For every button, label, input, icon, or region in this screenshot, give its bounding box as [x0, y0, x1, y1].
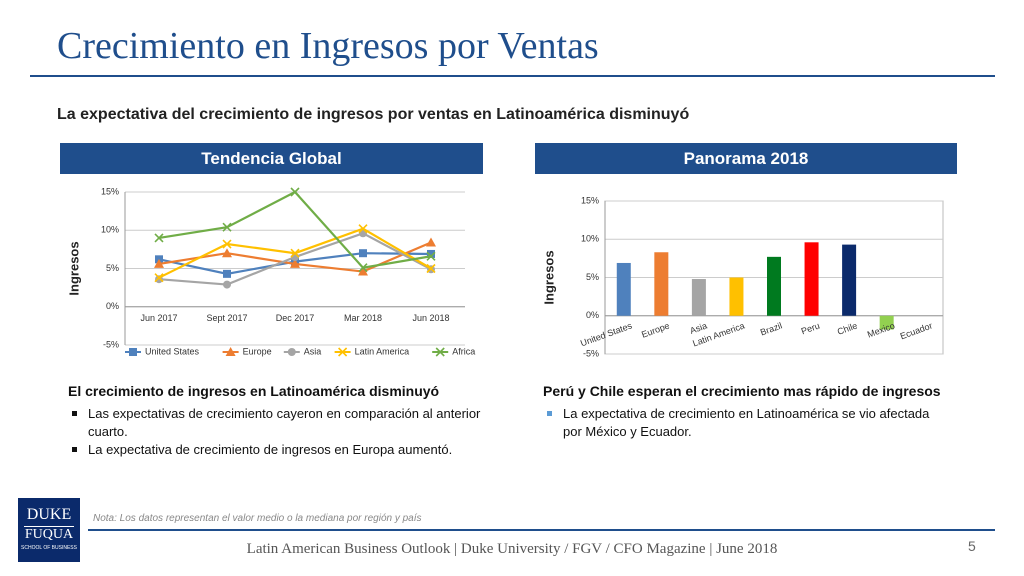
- legend-label: Latin America: [355, 346, 410, 356]
- bullet-list: La expectativa de crecimiento en Latinoa…: [543, 405, 943, 441]
- legend-label: United States: [145, 346, 200, 356]
- marker: [223, 269, 231, 278]
- marker: [154, 273, 164, 283]
- marker: [222, 239, 232, 249]
- y-tick-label: 10%: [581, 234, 599, 244]
- x-tick-label: Peru: [800, 320, 821, 336]
- legend-label: Asia: [304, 346, 322, 356]
- y-axis-label: Ingresos: [541, 250, 556, 304]
- x-tick-label: United States: [579, 320, 634, 348]
- bar: [879, 315, 894, 330]
- y-tick-label: -5%: [583, 348, 599, 358]
- marker: [287, 348, 296, 356]
- bar: [804, 242, 819, 316]
- title-rule: [30, 75, 995, 77]
- marker: [359, 249, 367, 258]
- x-tick-label: Ecuador: [899, 320, 934, 341]
- bar: [616, 262, 631, 316]
- logo-text: SCHOOL OF BUSINESS: [21, 545, 77, 551]
- y-tick-label: 10%: [101, 225, 119, 235]
- x-tick-label: Mar 2018: [344, 313, 382, 323]
- left-text: El crecimiento de ingresos en Latinoamér…: [68, 382, 488, 459]
- marker: [426, 263, 436, 274]
- marker: [222, 222, 232, 232]
- bullet-text: La expectativa de crecimiento de ingreso…: [88, 442, 453, 457]
- y-tick-label: 5%: [586, 272, 599, 282]
- bullet: La expectativa de crecimiento de ingreso…: [68, 441, 488, 459]
- bullet-text: Las expectativas de crecimiento cayeron …: [88, 406, 481, 439]
- x-tick-label: Dec 2017: [276, 313, 315, 323]
- y-tick-label: 5%: [106, 263, 119, 273]
- marker: [290, 248, 300, 258]
- y-tick-label: 0%: [586, 310, 599, 320]
- x-tick-label: Jun 2017: [140, 313, 177, 323]
- bar: [654, 252, 669, 316]
- bar: [842, 244, 857, 316]
- bullet-list: Las expectativas de crecimiento cayeron …: [68, 405, 488, 459]
- text-heading: Perú y Chile esperan el crecimiento mas …: [543, 383, 941, 399]
- bullet-dot: [72, 411, 77, 416]
- marker: [154, 233, 164, 243]
- slide-title: Crecimiento en Ingresos por Ventas: [57, 25, 599, 67]
- x-tick-label: Europe: [640, 320, 671, 339]
- bullet-text: La expectativa de crecimiento en Latinoa…: [563, 406, 930, 439]
- bullet-dot: [547, 411, 552, 416]
- marker: [426, 237, 436, 247]
- y-tick-label: -5%: [103, 339, 119, 349]
- right-text: Perú y Chile esperan el crecimiento mas …: [543, 382, 943, 441]
- marker: [154, 258, 164, 268]
- bullet: Las expectativas de crecimiento cayeron …: [68, 405, 488, 441]
- marker: [290, 258, 300, 268]
- logo: DUKE FUQUA SCHOOL OF BUSINESS: [18, 498, 80, 562]
- subtitle: La expectativa del crecimiento de ingres…: [57, 106, 690, 123]
- marker: [129, 348, 137, 356]
- text-heading: El crecimiento de ingresos en Latinoamér…: [68, 383, 440, 399]
- bullet: La expectativa de crecimiento en Latinoa…: [543, 405, 943, 441]
- marker: [358, 224, 368, 234]
- x-tick-label: Brazil: [759, 320, 784, 337]
- legend-label: Africa: [452, 346, 475, 356]
- footer-rule: [88, 529, 995, 531]
- panel-header: Panorama 2018: [535, 143, 957, 174]
- x-tick-label: Jun 2018: [412, 313, 449, 323]
- bar: [767, 256, 781, 316]
- marker: [435, 347, 445, 357]
- x-tick-label: Chile: [836, 320, 859, 336]
- legend-label: Europe: [243, 346, 272, 356]
- logo-text: FUQUA: [24, 526, 74, 542]
- bullet-dot: [72, 447, 77, 452]
- bar: [691, 279, 706, 316]
- marker: [290, 187, 300, 197]
- marker: [223, 280, 231, 289]
- marker: [358, 263, 368, 273]
- y-axis-label: Ingresos: [66, 241, 81, 295]
- marker: [338, 347, 348, 357]
- panel-header: Tendencia Global: [60, 143, 483, 174]
- marker: [427, 249, 435, 258]
- bar: [729, 277, 744, 316]
- footer: Latin American Business Outlook | Duke U…: [246, 541, 778, 557]
- marker: [225, 347, 236, 356]
- logo-text: DUKE: [26, 506, 72, 523]
- page-number: 5: [968, 538, 976, 554]
- marker: [358, 266, 368, 276]
- y-tick-label: 15%: [101, 186, 119, 196]
- y-tick-label: 15%: [581, 195, 599, 205]
- marker: [222, 248, 232, 258]
- note: Nota: Los datos representan el valor med…: [93, 513, 422, 524]
- x-tick-label: Sept 2017: [206, 313, 247, 323]
- marker: [426, 251, 436, 261]
- y-tick-label: 0%: [106, 301, 119, 311]
